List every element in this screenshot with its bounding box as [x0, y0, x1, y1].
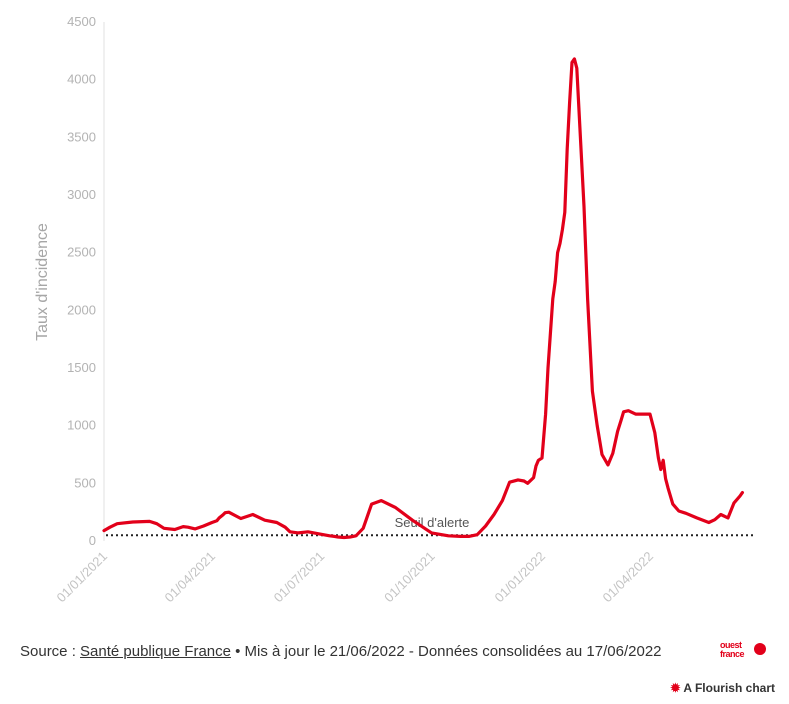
source-link[interactable]: Santé publique France [80, 643, 231, 660]
ouest-france-logo: ouest france [720, 640, 766, 662]
x-tick-label: 01/01/2021 [53, 549, 110, 606]
chart-canvas: 0 500 1000 1500 2000 2500 3000 3500 4000 4500 01/… [34, 14, 756, 606]
y-tick-label: 4000 [67, 72, 96, 87]
y-tick-label: 1500 [67, 360, 96, 375]
threshold-label: Seuil d'alerte [395, 515, 470, 530]
x-tick-label: 01/10/2021 [381, 549, 438, 606]
y-axis-label: Taux d'incidence [34, 223, 51, 341]
y-tick-label: 3500 [67, 129, 96, 144]
y-tick-label: 0 [89, 533, 96, 548]
series-line[interactable] [102, 57, 744, 540]
source-prefix: Source : [20, 643, 81, 660]
y-tick-label: 2500 [67, 245, 96, 260]
x-tick-label: 01/01/2022 [491, 549, 548, 606]
flourish-label: A Flourish chart [683, 681, 775, 695]
logo-text: ouest france [720, 640, 745, 659]
y-tick-label: 500 [74, 475, 96, 490]
flourish-credit[interactable]: ✹ A Flourish chart [670, 681, 775, 695]
x-tick-label: 01/04/2022 [599, 549, 656, 606]
y-tick-label: 3000 [67, 187, 96, 202]
y-tick-label: 4500 [67, 14, 96, 29]
source-suffix: • Mis à jour le 21/06/2022 - Données con… [230, 643, 662, 660]
source-note: Source : Santé publique France • Mis à j… [20, 643, 662, 660]
logo-dot [754, 643, 766, 655]
y-axis-ticks: 0 500 1000 1500 2000 2500 3000 3500 4000 4500 [67, 14, 96, 548]
x-tick-label: 01/07/2021 [271, 549, 328, 606]
y-tick-label: 1000 [67, 418, 96, 433]
flourish-star-icon: ✹ [670, 681, 681, 695]
x-tick-label: 01/04/2021 [161, 549, 218, 606]
x-axis-ticks: 01/01/2021 01/04/2021 01/07/2021 01/10/2021… [53, 549, 656, 606]
y-tick-label: 2000 [67, 302, 96, 317]
